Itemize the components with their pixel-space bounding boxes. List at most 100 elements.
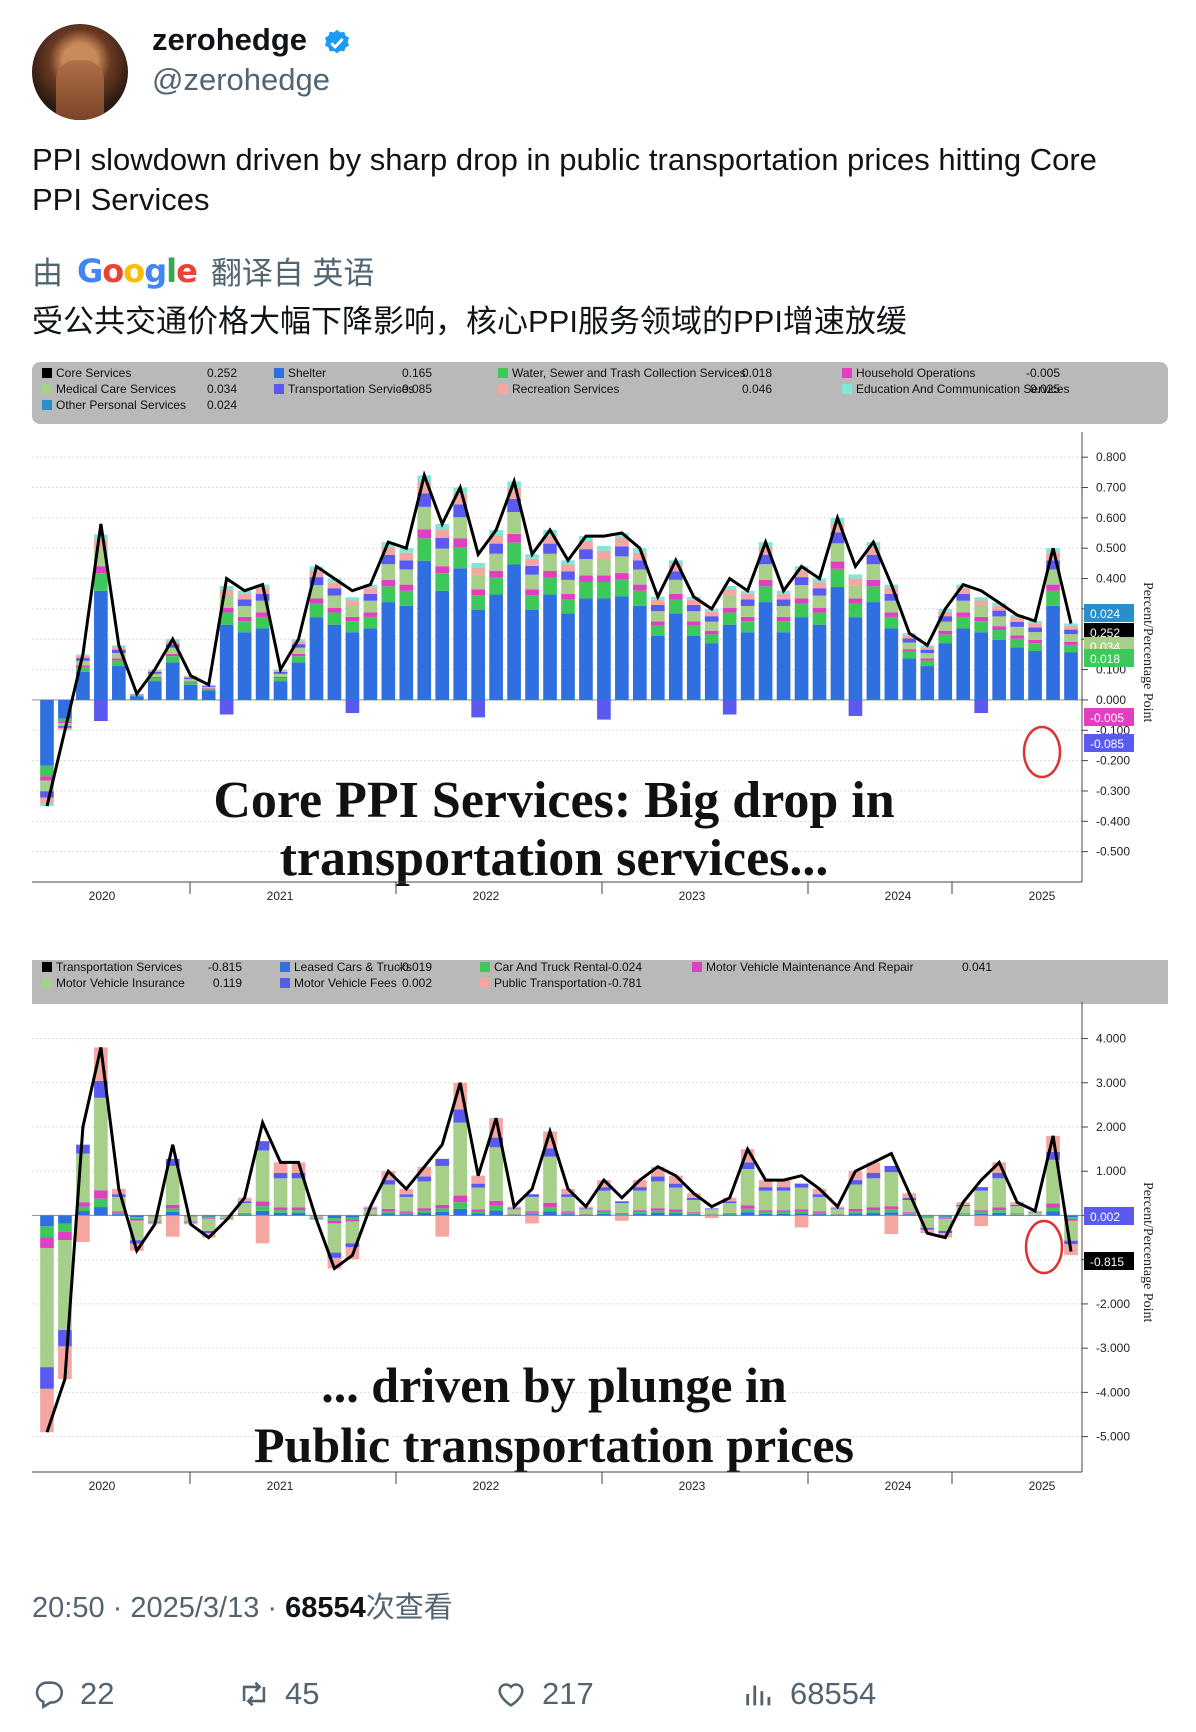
chart-bar-segment [561,599,575,614]
chart-bar-segment [956,1206,971,1214]
legend-value: 0.165 [402,366,432,380]
chart-bar-segment [1010,626,1024,636]
chart-bar-segment [992,616,1006,627]
chart-bar-segment [399,1188,414,1195]
chart-bar-segment [920,652,935,659]
chart-bar-segment [794,1215,809,1228]
chart-bar-segment [704,621,719,631]
chart-bar-segment [650,1181,665,1209]
chart-bar-segment [633,1211,647,1214]
chart-bar-segment [740,616,755,622]
legend-value: 0.046 [742,382,772,396]
chart-bar-segment [291,1162,306,1173]
like-button[interactable]: 217 [494,1676,594,1712]
chart-bar-segment [327,582,342,589]
chart-bar-segment [650,625,665,636]
chart-bar-segment [615,1213,629,1215]
chart1-annotation-line1: Core PPI Services: Big drop in [213,772,894,829]
legend-label: Education And Communication Services [856,382,1069,396]
chart-bar-segment [309,570,324,578]
legend-swatch [42,384,52,394]
chart-bar-segment [956,628,971,700]
y-tick-label: 4.000 [1096,1032,1126,1046]
retweet-icon [242,1681,266,1707]
chart-bar-segment [237,590,252,594]
end-label-box [1084,708,1134,726]
chart-bar-segment [399,1196,414,1212]
chart-bar-segment [938,634,953,644]
chart-bar-segment [920,1215,935,1217]
legend-label: Other Personal Services [56,398,186,412]
chart-bar-segment [58,718,72,722]
chart-bar-segment [758,1213,773,1216]
chart-bar-segment [273,1178,288,1208]
retweet-button[interactable]: 45 [237,1676,319,1712]
legend-value: -0.024 [608,960,642,974]
chart-bar-segment [525,558,539,566]
chart-bar-segment [129,696,144,700]
chart-bar-segment [848,574,863,579]
chart-bar-segment [866,580,881,587]
chart-bar-segment [525,1194,539,1197]
chart-bar-segment [938,630,953,635]
reply-button[interactable]: 22 [32,1676,114,1712]
chart-bar-segment [381,602,396,700]
chart-bar-segment [686,599,701,606]
author-name[interactable]: zerohedge [152,22,308,57]
avatar[interactable] [32,24,128,120]
chart-bar-segment [147,1216,162,1217]
chart-bar-segment [543,570,557,578]
chart-bar-segment [489,1200,503,1206]
verified-badge-icon [325,29,349,54]
chart-bar-segment [165,644,180,648]
chart-bar-segment [776,621,791,633]
author-handle[interactable]: @zerohedge [152,62,330,97]
chart-bar-segment [489,594,503,700]
chart-bar-segment [668,613,683,700]
tweet-timestamp[interactable]: 20:50 · 2025/3/13 · [32,1592,286,1624]
chart-bar-segment [147,676,162,679]
chart-bar-segment [902,642,917,650]
chart-bar-segment [201,1216,216,1218]
chart-bar-segment [956,616,971,629]
chart-bar-segment [363,1214,378,1216]
chart-bar-segment [435,538,450,549]
chart-bar-segment [291,647,306,654]
chart-bar-segment [884,588,899,594]
google-logo[interactable]: Google [77,251,198,290]
chart-bar-segment [345,621,360,633]
chart-bar-segment [920,1217,935,1219]
chart-bar-segment [129,1217,144,1219]
chart-bar-segment [974,699,989,714]
chart-bar-segment [1010,1214,1024,1216]
chart-image[interactable]: Core Services 0.252 Shelter 0.165 Water, Sew… [32,362,1168,1542]
translated-suffix[interactable]: 翻译自 英语 [210,256,375,291]
views-button[interactable]: 68554 [742,1676,876,1712]
chart-bar-segment [94,699,108,722]
chart-bar-segment [219,589,234,596]
chart-bar-segment [1064,625,1078,630]
chart-bar-segment [237,1212,252,1214]
chart-bar-segment [650,621,665,626]
chart-bar-segment [561,564,575,572]
chart2-highlight-circle [1024,1219,1064,1275]
chart-bar-segment [40,1388,54,1433]
chart-bar-segment [94,1097,108,1191]
chart-bar-segment [309,598,324,604]
chart-bar-segment [1028,651,1042,700]
chart-bar-segment [1046,1159,1060,1204]
chart-bar-segment [327,612,342,625]
legend-value: -0.019 [398,960,432,974]
chart-bar-segment [525,574,539,590]
chart-bar-segment [471,1187,485,1210]
chart-bar-segment [561,579,575,594]
chart1-y-label: Percent/Percentage Point [1140,582,1155,722]
chart-bar-segment [615,1201,629,1204]
chart-bar-segment [417,1181,432,1209]
chart-bar-segment [94,539,108,549]
chart-bar-segment [237,1201,252,1204]
chart-bar-segment [740,593,755,600]
chart-bar-segment [40,776,54,781]
chart-bar-segment [345,1219,360,1222]
x-tick-label: 2021 [267,889,294,903]
